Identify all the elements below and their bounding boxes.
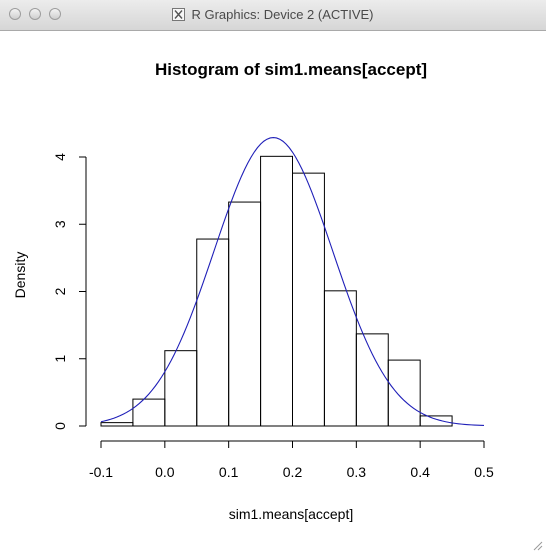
density-curve <box>100 136 485 427</box>
histogram-bar-7 <box>292 172 325 427</box>
x-tick-label: 0.4 <box>410 464 430 480</box>
x-axis-label: sim1.means[accept] <box>229 506 354 522</box>
plot-area: Histogram of sim1.means[accept] sim1.mea… <box>0 31 546 554</box>
histogram-bar-9 <box>355 333 389 427</box>
histogram-chart: Histogram of sim1.means[accept] sim1.mea… <box>12 60 494 522</box>
x-tick-label: 0.2 <box>283 464 303 480</box>
y-tick-label: 0 <box>52 422 68 430</box>
y-axis-label: Density <box>12 252 28 299</box>
histogram-bar-2 <box>132 398 166 427</box>
y-tick-label: 3 <box>52 220 68 228</box>
window-title-group: R Graphics: Device 2 (ACTIVE) <box>0 7 546 22</box>
zoom-window-button[interactable] <box>49 8 61 20</box>
x-tick-label: 0.5 <box>474 464 494 480</box>
window-title: R Graphics: Device 2 (ACTIVE) <box>191 7 374 22</box>
y-tick-label: 1 <box>52 355 68 363</box>
histogram-bar-4 <box>196 238 230 427</box>
y-tick-label: 4 <box>52 153 68 161</box>
histogram-bar-1 <box>100 422 134 427</box>
histogram-bar-10 <box>387 359 421 427</box>
histogram-bar-3 <box>164 350 198 427</box>
chart-title: Histogram of sim1.means[accept] <box>155 60 427 79</box>
histogram-bar-8 <box>323 290 357 427</box>
title-bar[interactable]: R Graphics: Device 2 (ACTIVE) <box>0 0 546 31</box>
x-axis: -0.1 0.0 0.1 0.2 0.3 0.4 0.5 <box>89 440 494 480</box>
histogram-bar-11 <box>419 415 453 427</box>
histogram-bar-5 <box>228 201 262 427</box>
histogram-bar-6 <box>260 155 294 427</box>
y-tick-label: 2 <box>52 287 68 295</box>
histogram-bars <box>100 155 453 427</box>
x-tick-label: -0.1 <box>89 464 113 480</box>
x-tick-label: 0.0 <box>155 464 175 480</box>
close-window-button[interactable] <box>9 8 21 20</box>
minimize-window-button[interactable] <box>29 8 41 20</box>
y-axis: 0 1 2 3 4 <box>52 153 87 430</box>
x11-app-icon <box>172 8 186 21</box>
resize-grip-icon[interactable] <box>531 539 543 551</box>
x-tick-label: 0.3 <box>347 464 367 480</box>
x-tick-label: 0.1 <box>219 464 239 480</box>
